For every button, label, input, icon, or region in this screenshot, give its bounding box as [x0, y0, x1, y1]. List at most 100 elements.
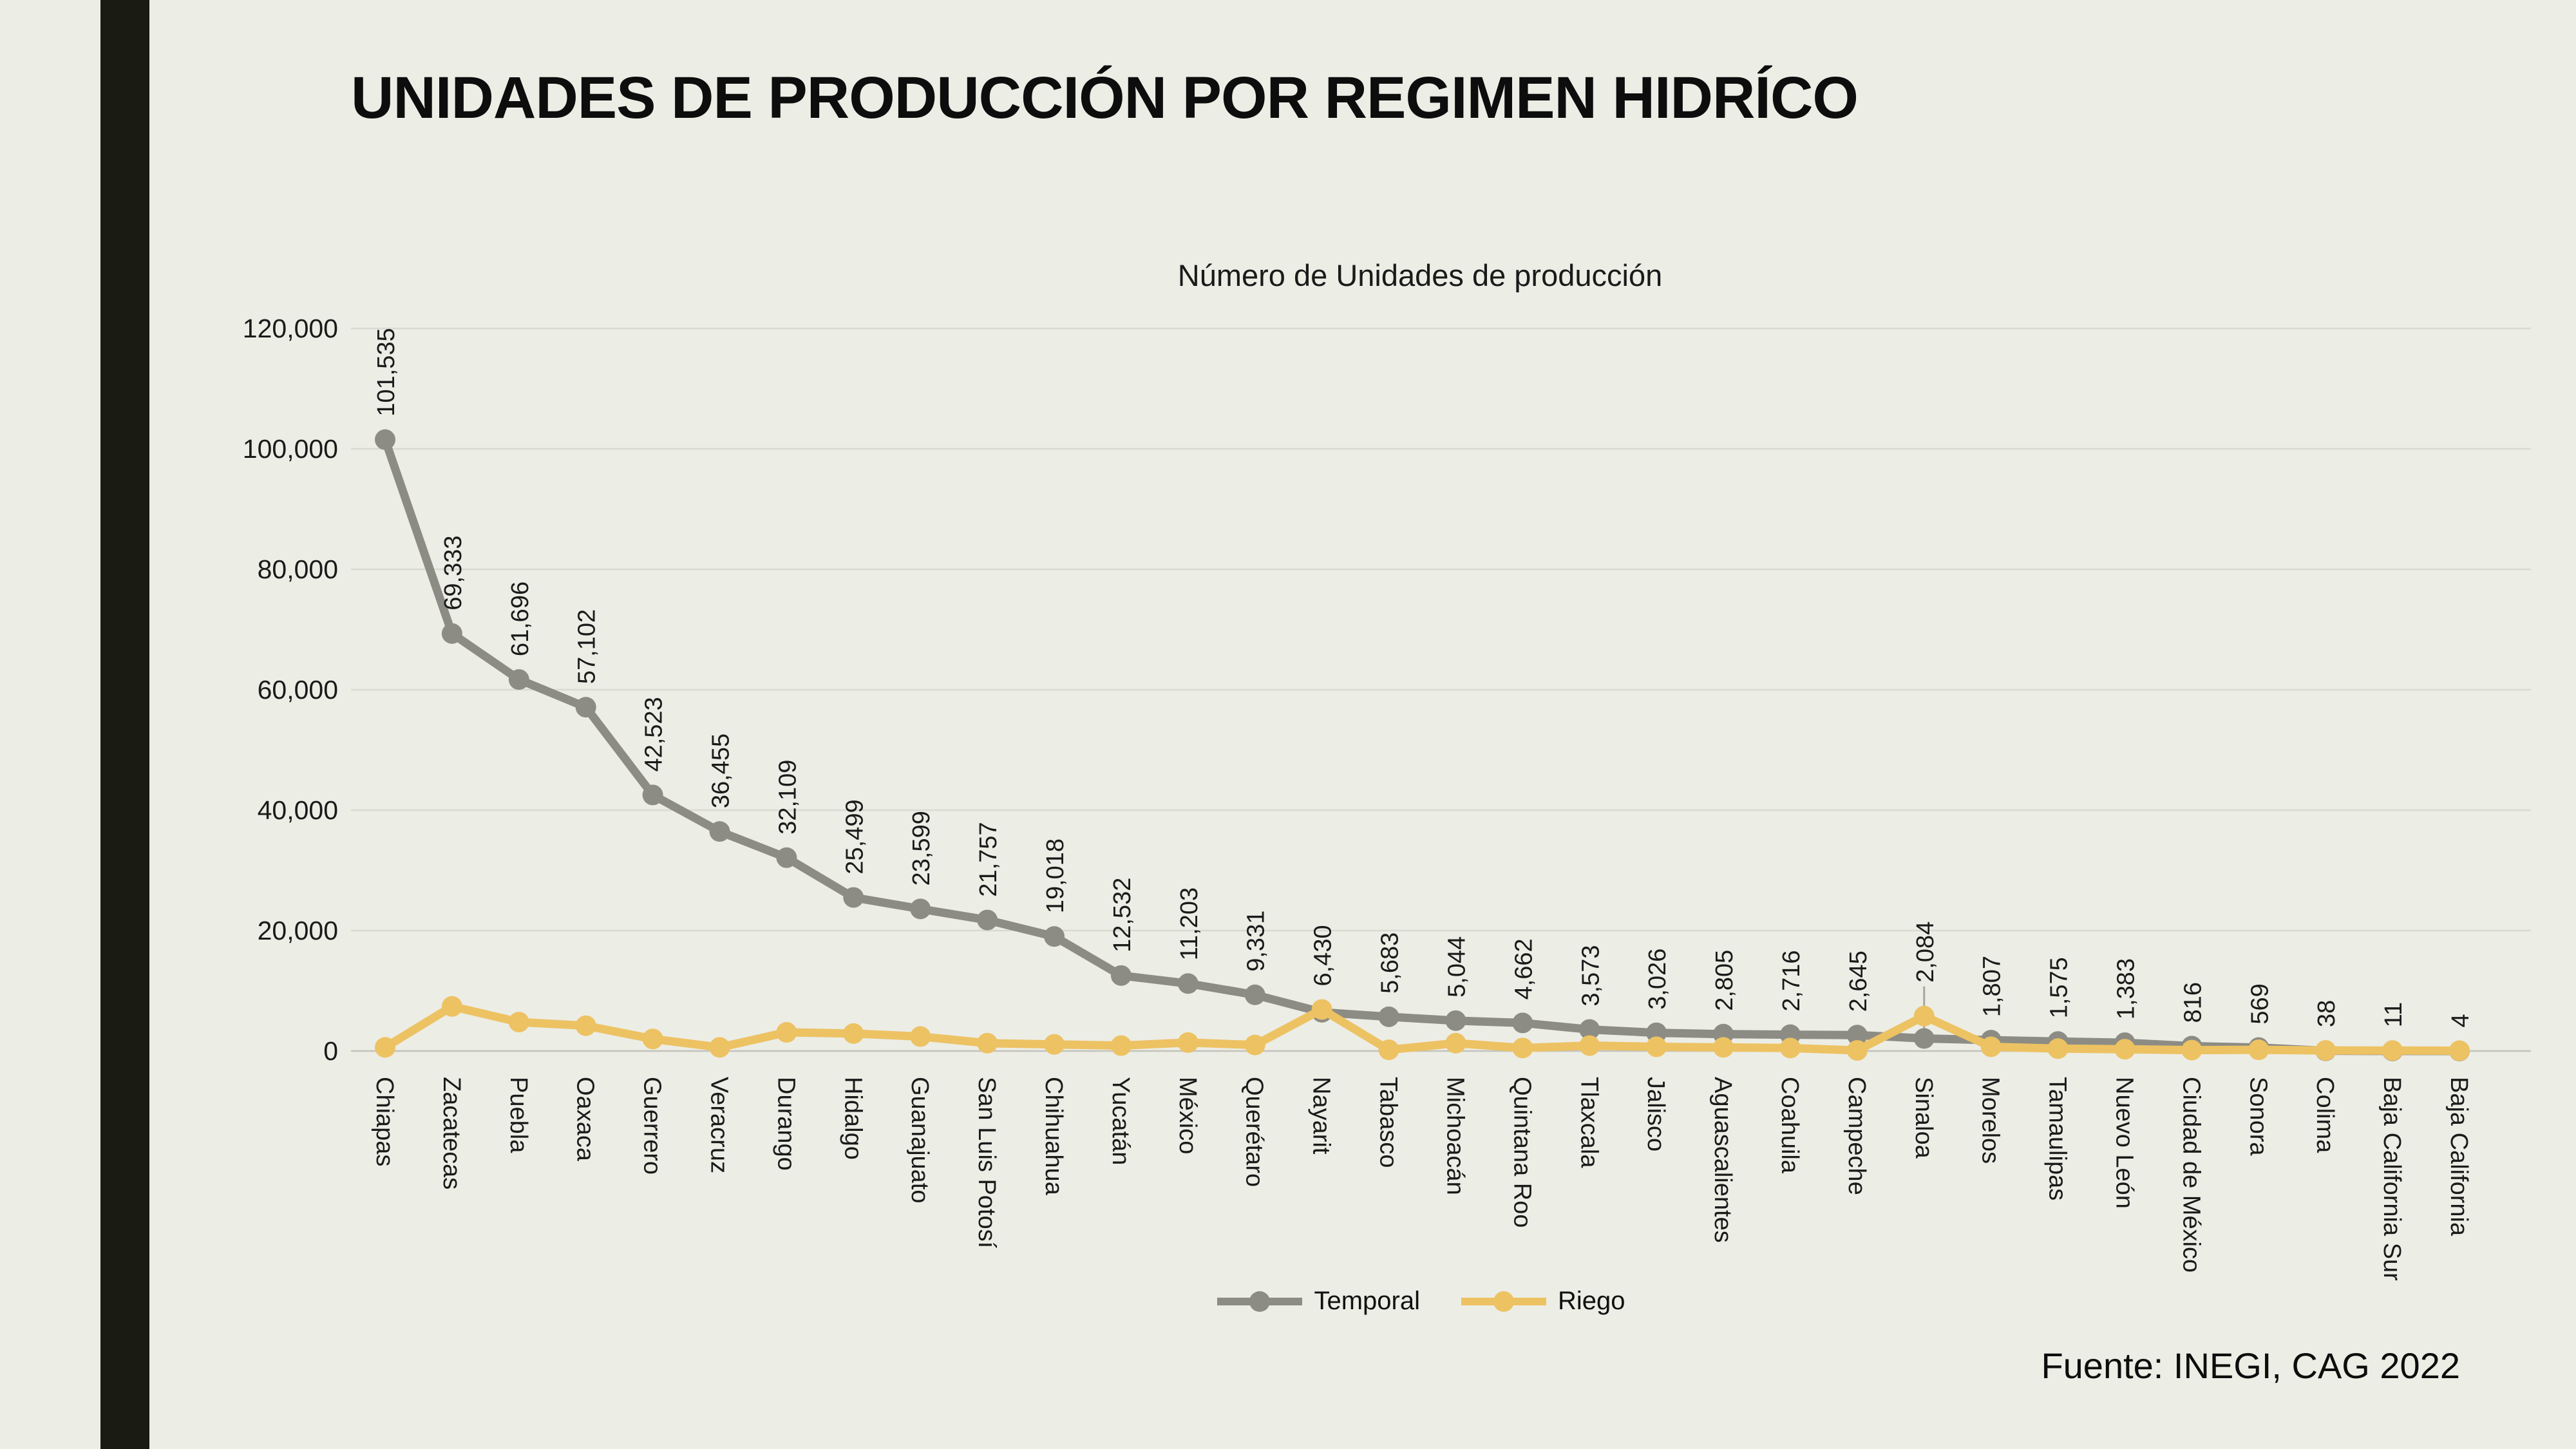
riego-data-point: [642, 1028, 663, 1050]
x-axis-label: Ciudad de México: [2177, 1077, 2204, 1273]
x-axis-label: Aguascalientes: [1709, 1077, 1736, 1243]
x-axis-label: San Luis Potosí: [973, 1077, 1000, 1249]
riego-data-point: [2449, 1040, 2470, 1061]
riego-data-point: [776, 1022, 797, 1043]
riego-data-point: [1779, 1037, 1801, 1059]
x-axis-label: Colima: [2311, 1077, 2338, 1153]
riego-data-point: [709, 1037, 730, 1058]
x-axis-label: Nuevo León: [2110, 1077, 2137, 1209]
temporal-data-point: [375, 429, 395, 450]
legend-item-riego: Riego: [1459, 1287, 1625, 1316]
data-label: 19,018: [1042, 838, 1069, 913]
data-label: 12,532: [1109, 878, 1136, 952]
riego-data-point: [1110, 1035, 1132, 1056]
source-note: Fuente: INEGI, CAG 2022: [2041, 1345, 2460, 1386]
x-axis-label: Campeche: [1843, 1077, 1870, 1195]
data-label: 569: [2246, 983, 2273, 1024]
x-axis-label: Morelos: [1977, 1077, 2004, 1164]
data-label: 38: [2313, 1000, 2340, 1027]
x-axis-label: Oaxaca: [572, 1077, 599, 1162]
riego-data-point: [441, 996, 462, 1017]
temporal-data-point: [1579, 1019, 1600, 1040]
riego-data-point: [1512, 1037, 1533, 1059]
x-axis-label: Tamaulipas: [2044, 1077, 2071, 1200]
riego-data-point: [2248, 1039, 2269, 1061]
data-label: 3,573: [1577, 945, 1604, 1006]
x-axis-label: Chiapas: [371, 1077, 398, 1166]
riego-data-point: [910, 1026, 931, 1047]
riego-line-marker-icon: [1461, 1291, 1546, 1312]
riego-data-point: [1378, 1039, 1399, 1061]
data-label: 1,575: [2046, 957, 2073, 1018]
left-accent-bar: [100, 0, 149, 1449]
temporal-data-point: [642, 784, 663, 806]
x-axis-label: Guerrero: [639, 1077, 666, 1175]
x-axis-label: Zacatecas: [438, 1077, 465, 1189]
temporal-series-line: [381, 435, 2464, 1056]
temporal-data-point: [1512, 1012, 1533, 1034]
temporal-data-point: [508, 669, 529, 690]
riego-data-point: [1713, 1037, 1734, 1058]
temporal-line-marker-icon: [1217, 1291, 1303, 1312]
data-label: 4: [2447, 1014, 2474, 1027]
temporal-data-point: [1913, 1028, 1935, 1049]
data-label: 5,683: [1377, 933, 1404, 994]
riego-data-point: [575, 1015, 596, 1036]
x-axis-label: Yucatán: [1107, 1077, 1134, 1165]
x-axis-label: Chihuahua: [1040, 1077, 1067, 1196]
riego-data-point: [1980, 1036, 2002, 1057]
x-axis-label: Nayarit: [1308, 1077, 1335, 1155]
temporal-data-point: [977, 909, 998, 931]
data-label: 2,716: [1778, 951, 1805, 1012]
data-label: 36,455: [708, 734, 735, 808]
x-axis-label: Baja California Sur: [2378, 1077, 2405, 1281]
riego-data-point: [977, 1032, 998, 1054]
data-label: 69,333: [440, 536, 467, 611]
data-label: 5,044: [1443, 936, 1470, 998]
x-axis-label: México: [1174, 1077, 1201, 1154]
x-axis-label: Jalisco: [1642, 1077, 1669, 1151]
y-axis-tick-label: 40,000: [258, 795, 338, 825]
riego-data-point: [375, 1037, 395, 1058]
x-axis-label: Sonora: [2244, 1077, 2271, 1156]
riego-data-point: [2382, 1040, 2403, 1061]
riego-data-point: [843, 1023, 864, 1044]
riego-data-point: [1445, 1032, 1466, 1054]
temporal-data-point: [575, 697, 596, 718]
temporal-data-point: [1110, 965, 1132, 986]
riego-data-point: [1846, 1040, 1868, 1061]
x-axis-label: Tlaxcala: [1575, 1077, 1602, 1168]
data-label: 816: [2179, 982, 2206, 1023]
temporal-data-point: [910, 898, 931, 920]
riego-data-point: [1913, 1005, 1935, 1027]
temporal-data-point: [1044, 926, 1065, 947]
riego-data-point: [1646, 1036, 1667, 1057]
riego-data-point: [2315, 1040, 2336, 1061]
y-axis-tick-label: 60,000: [258, 675, 338, 705]
x-axis-label: Puebla: [505, 1077, 532, 1153]
data-label: 42,523: [641, 697, 668, 772]
riego-data-point: [1579, 1035, 1600, 1056]
legend-label-riego: Riego: [1558, 1287, 1625, 1315]
riego-series-line: [381, 1002, 2464, 1056]
x-axis-label: Quintana Roo: [1508, 1077, 1535, 1228]
riego-data-point: [2114, 1039, 2136, 1060]
x-axis-label: Coahuila: [1776, 1077, 1803, 1174]
data-label: 2,645: [1845, 951, 1872, 1012]
data-label: 3,026: [1644, 949, 1671, 1010]
x-axis-label: Hidalgo: [839, 1077, 866, 1160]
riego-data-point: [1177, 1032, 1198, 1053]
x-axis-label: Guanajuato: [906, 1077, 933, 1204]
data-label: 6,430: [1310, 925, 1337, 986]
temporal-data-point: [776, 847, 797, 868]
data-label: 101,535: [373, 328, 400, 416]
data-label: 1,383: [2112, 958, 2139, 1019]
x-axis-label: Baja California: [2445, 1077, 2472, 1236]
data-label: 9,331: [1243, 911, 1270, 972]
x-axis-label: Durango: [772, 1077, 799, 1171]
x-axis-label: Tabasco: [1375, 1077, 1402, 1168]
data-label: 32,109: [774, 760, 801, 835]
x-axis-label: Michoacán: [1441, 1077, 1468, 1195]
temporal-data-point: [441, 623, 462, 644]
